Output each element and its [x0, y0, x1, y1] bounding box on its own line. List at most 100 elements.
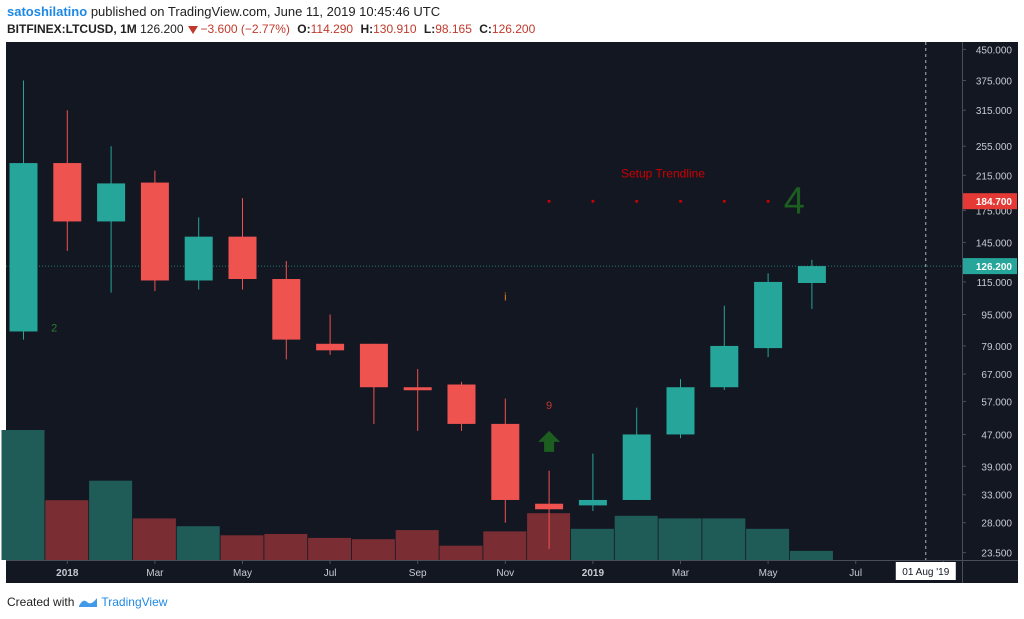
volume-bar: [176, 526, 220, 560]
y-tick-label: 79.000: [981, 342, 1012, 353]
setup-trendline-dot: [591, 199, 595, 203]
y-tick-label: 33.000: [981, 491, 1012, 502]
candle-body: [228, 236, 257, 280]
volume-bar: [89, 480, 133, 560]
x-tick-label: 2019: [582, 568, 605, 579]
low-label: L:: [423, 22, 436, 36]
y-tick-label: 145.000: [976, 238, 1013, 249]
candle-body: [359, 343, 388, 388]
td-annotation: 2: [51, 322, 57, 334]
candle-body: [9, 163, 38, 332]
price-change: −3.600 (−2.77%): [200, 22, 290, 36]
volume-bar: [658, 518, 702, 560]
y-tick-label: 255.000: [976, 142, 1013, 153]
y-tick-label: 67.000: [981, 370, 1012, 381]
close-label: C:: [479, 22, 492, 36]
author-link[interactable]: satoshilatino: [7, 4, 88, 19]
x-tick-label: May: [759, 568, 778, 579]
candle-body: [184, 236, 213, 281]
last-price: 126.200: [140, 22, 184, 36]
candle: [535, 470, 564, 550]
candle-body: [797, 266, 826, 283]
volume-bar: [702, 518, 746, 560]
created-with-text: Created with: [7, 595, 75, 609]
candle: [710, 305, 739, 391]
td-annotation: 4: [784, 180, 805, 222]
candle-body: [53, 163, 82, 222]
setup-trendline-dot: [722, 199, 726, 203]
volume-bar: [132, 518, 176, 560]
candle: [140, 170, 169, 292]
candle-body: [754, 281, 783, 349]
volume-bar: [570, 528, 614, 560]
high-value: 130.910: [373, 22, 417, 36]
open-value: 114.290: [310, 22, 354, 36]
candle: [578, 453, 607, 511]
y-tick-label: 95.000: [981, 311, 1012, 322]
candle: [754, 273, 783, 358]
candle: [9, 80, 38, 340]
candle: [97, 146, 126, 293]
setup-trendline-dot: [766, 199, 770, 203]
candle-body: [316, 343, 345, 351]
x-tick-label: Nov: [496, 568, 514, 579]
candle: [316, 314, 345, 355]
candle-body: [710, 345, 739, 388]
y-tick-label: 375.000: [976, 76, 1013, 87]
price-axis-background: [962, 42, 1018, 583]
candle-body: [97, 183, 126, 222]
x-tick-label: Mar: [146, 568, 164, 579]
y-tick-label: 23.500: [981, 549, 1012, 560]
x-tick-label: Sep: [409, 568, 427, 579]
setup-level-badge: 184.700: [963, 193, 1017, 210]
open-label: O:: [297, 22, 311, 36]
setup-level-badge-text: 184.700: [976, 197, 1013, 208]
tradingview-logo-icon: [79, 598, 98, 607]
candle: [53, 110, 82, 251]
x-tick-label: Jul: [849, 568, 862, 579]
y-tick-label: 315.000: [976, 106, 1013, 117]
y-tick-label: 175.000: [976, 206, 1013, 217]
volume-bar: [439, 545, 483, 560]
candle-body: [535, 503, 564, 510]
y-tick-label: 28.000: [981, 519, 1012, 530]
td-annotation: i: [504, 292, 506, 304]
x-tick-label: 2018: [56, 568, 79, 579]
close-value: 126.200: [491, 22, 536, 36]
crosshair-date-badge-bg: [895, 562, 956, 580]
volume-bar: [483, 531, 527, 560]
symbol-label: BITFINEX:LTCUSD, 1M: [7, 22, 137, 36]
y-tick-label: 57.000: [981, 398, 1012, 409]
volume-bar: [264, 534, 308, 560]
setup-level-badge-bg: [963, 193, 1017, 210]
candle: [447, 381, 476, 431]
last-price-badge-bg: [963, 258, 1017, 275]
high-label: H:: [360, 22, 374, 36]
plot-background: [6, 42, 962, 583]
last-price-badge: 126.200: [963, 258, 1017, 275]
candle-body: [578, 499, 607, 506]
volume-bar: [395, 530, 439, 560]
published-text: published on TradingView.com, June 11, 2…: [90, 4, 441, 19]
candle-body: [403, 387, 432, 391]
volume-bar: [308, 537, 352, 560]
candle-body: [491, 423, 520, 500]
volume-bar: [220, 535, 264, 560]
crosshair-date-label: 01 Aug '19: [902, 567, 949, 578]
volume-bar: [789, 550, 833, 560]
candle: [359, 343, 388, 424]
candle: [491, 398, 520, 523]
y-tick-label: 47.000: [981, 430, 1012, 441]
symbol-header: BITFINEX:LTCUSD, 1M 126.200 −3.600 (−2.77…: [7, 22, 535, 36]
tradingview-brand[interactable]: TradingView: [101, 595, 168, 609]
volume-bar: [351, 539, 395, 560]
y-tick-label: 115.000: [977, 278, 1013, 289]
footer: Created with TradingView: [7, 595, 167, 609]
last-price-badge-text: 126.200: [976, 262, 1013, 273]
candle-body: [140, 182, 169, 281]
x-tick-label: Mar: [672, 568, 690, 579]
publish-header: satoshilatino published on TradingView.c…: [7, 4, 440, 19]
y-tick-label: 39.000: [981, 462, 1012, 473]
candle: [622, 407, 651, 500]
